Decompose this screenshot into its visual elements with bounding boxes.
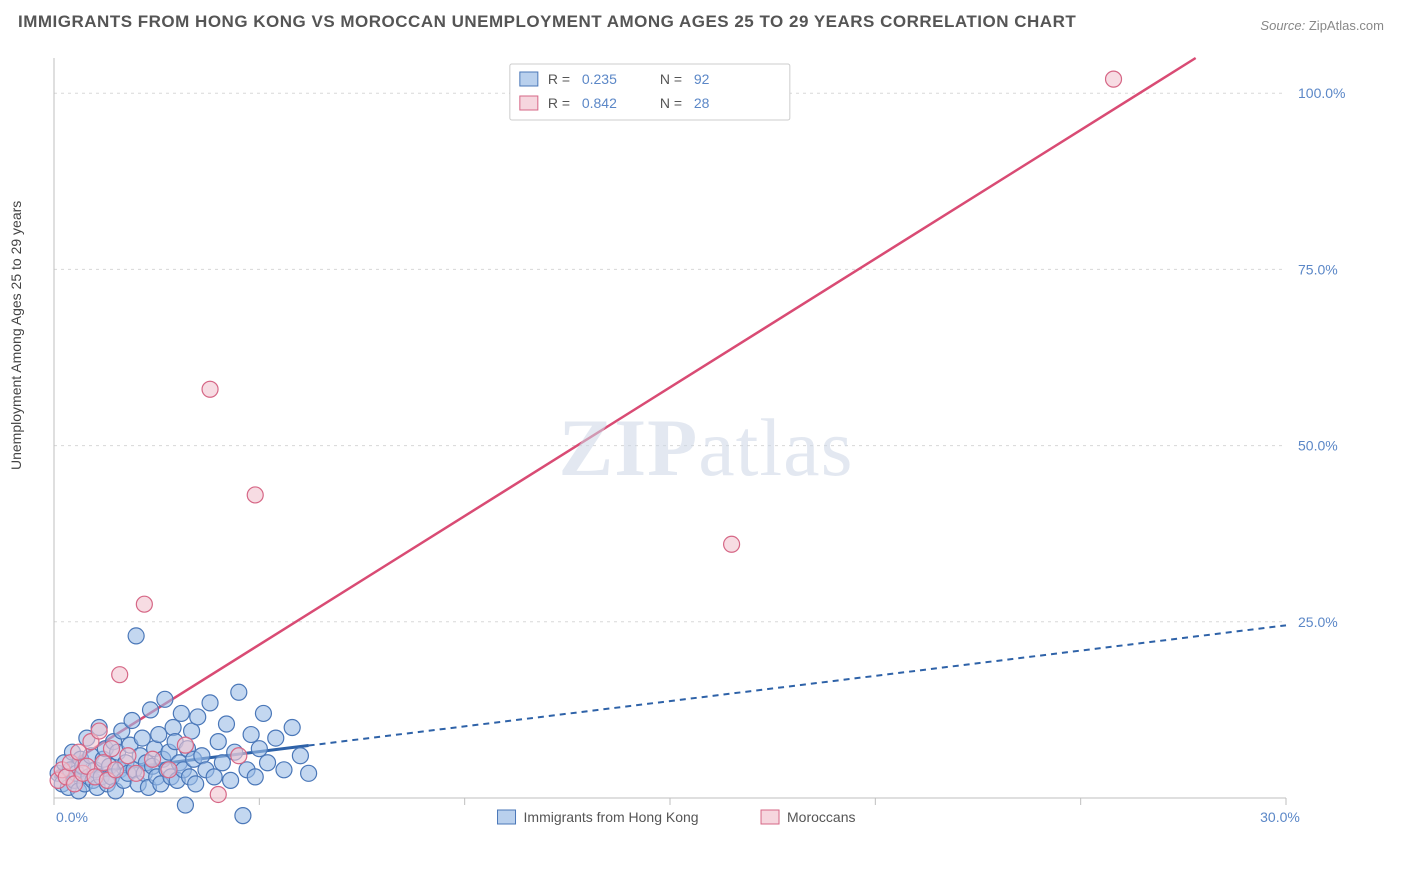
svg-text:28: 28 [694,95,710,111]
source-value: ZipAtlas.com [1309,18,1384,33]
chart-title: IMMIGRANTS FROM HONG KONG VS MOROCCAN UN… [18,12,1076,32]
y-axis-label: Unemployment Among Ages 25 to 29 years [8,201,24,470]
svg-text:30.0%: 30.0% [1260,809,1300,825]
svg-text:75.0%: 75.0% [1298,261,1338,277]
svg-text:N =: N = [660,95,682,111]
svg-text:R =: R = [548,95,570,111]
svg-text:R =: R = [548,71,570,87]
svg-text:Immigrants from Hong Kong: Immigrants from Hong Kong [524,809,699,825]
chart-area: 25.0% 50.0% 75.0% 100.0% 0.0% 30.0% R = 0.235 N … [46,48,1366,848]
svg-text:25.0%: 25.0% [1298,614,1338,630]
svg-text:N =: N = [660,71,682,87]
svg-text:50.0%: 50.0% [1298,438,1338,454]
scatter-chart: 25.0% 50.0% 75.0% 100.0% 0.0% 30.0% R = 0.235 N … [46,48,1366,848]
svg-text:100.0%: 100.0% [1298,85,1345,101]
source-label: Source: [1260,18,1305,33]
svg-text:0.842: 0.842 [582,95,617,111]
source-attribution: Source: ZipAtlas.com [1260,18,1384,33]
svg-text:92: 92 [694,71,710,87]
svg-text:0.0%: 0.0% [56,809,88,825]
svg-text:Moroccans: Moroccans [787,809,855,825]
svg-text:0.235: 0.235 [582,71,617,87]
